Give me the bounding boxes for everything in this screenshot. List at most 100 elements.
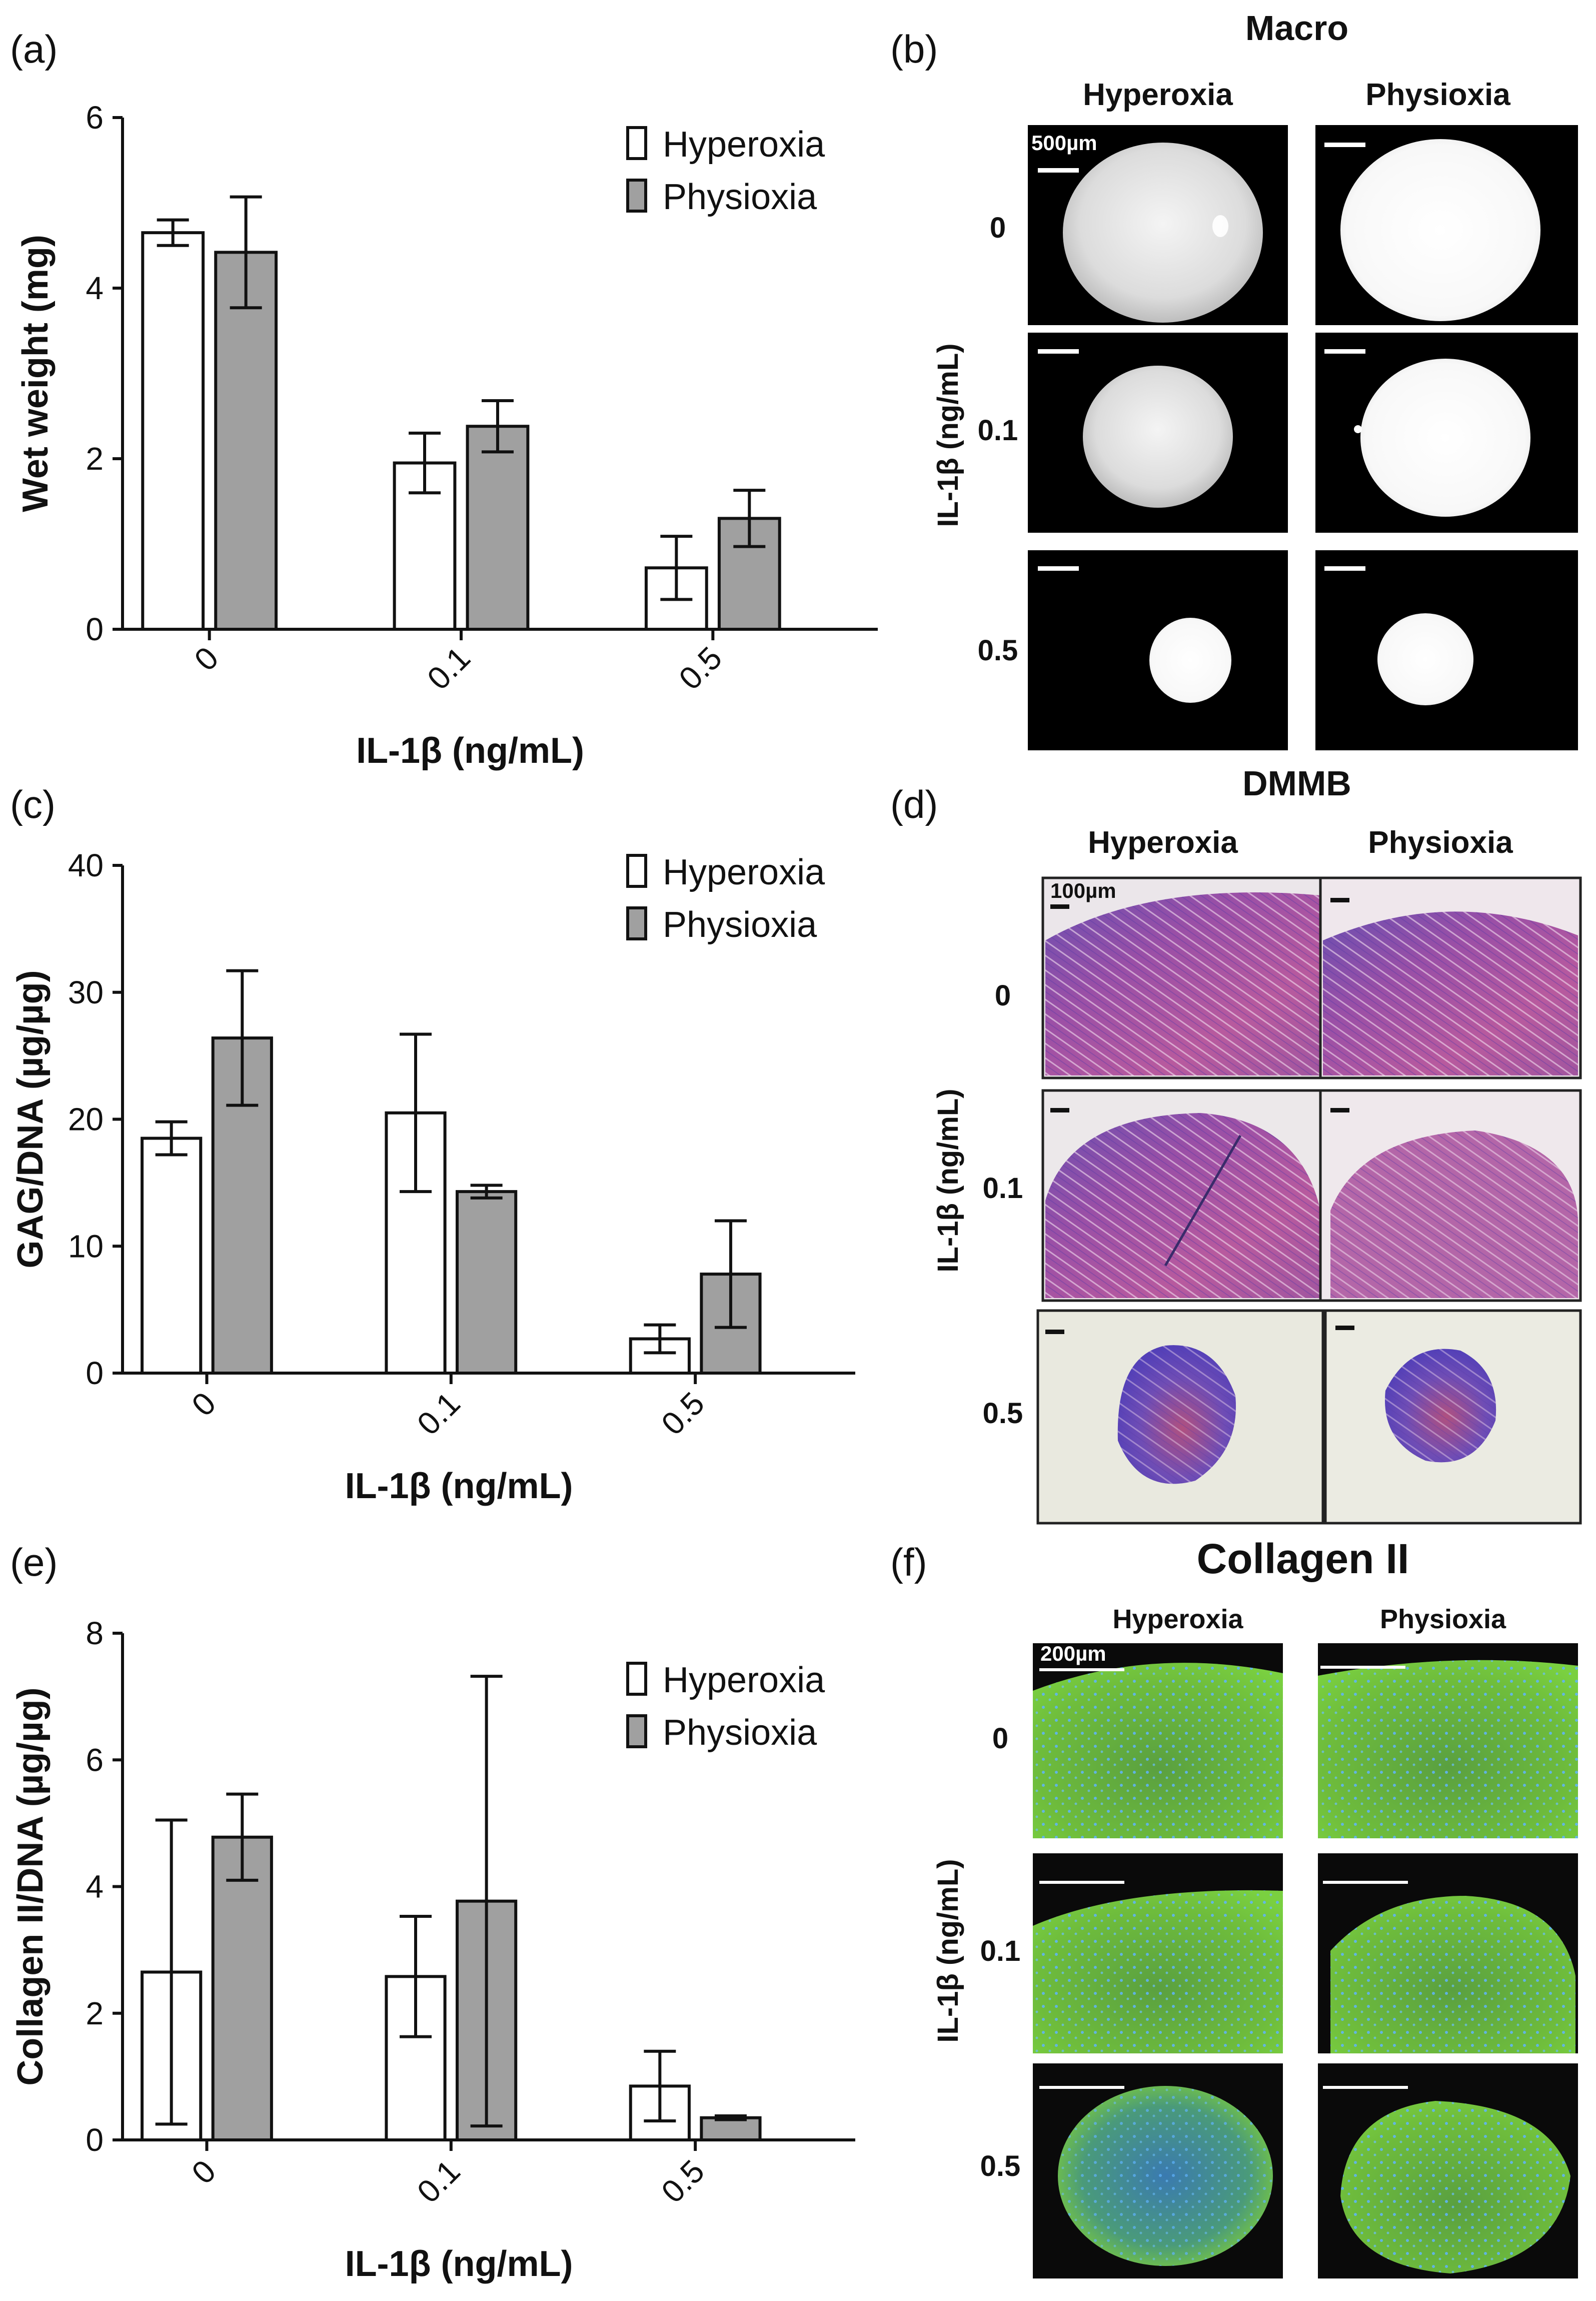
panel-label-d: (d) [890, 782, 938, 826]
micrograph-physioxia-0.1 [1318, 1853, 1578, 2053]
legend-swatch-physioxia [626, 906, 647, 940]
column-label-hyperoxia: Hyperoxia [1112, 1604, 1243, 1634]
legend-label-hyperoxia: Hyperoxia [663, 125, 825, 165]
micrograph-hyperoxia-0.1 [1041, 1089, 1324, 1302]
column-label-hyperoxia: Hyperoxia [1083, 78, 1233, 112]
micrograph-hyperoxia-0.1 [1028, 333, 1288, 533]
micrograph-physioxia-0.5 [1318, 2063, 1578, 2278]
y-tick-label: 10 [68, 1228, 104, 1264]
y-tick-label: 0 [86, 2122, 104, 2158]
row-label-0: 0 [995, 979, 1011, 1012]
micrograph-hyperoxia-0.1 [1033, 1853, 1283, 2053]
y-tick-label: 8 [86, 1615, 104, 1651]
panel-label-b: (b) [890, 27, 938, 71]
legend-label-physioxia: Physioxia [663, 905, 817, 945]
y-axis-label: Wet weight (mg) [16, 235, 56, 512]
x-tick-label: 0 [187, 640, 225, 678]
micrograph-hyperoxia-0.5 [1028, 550, 1288, 750]
legend-swatch-physioxia [626, 1714, 647, 1748]
x-tick-label: 0.1 [410, 2153, 467, 2210]
bar-chart-gag-dna: 0 10 20 30 40 GAG/DNA (µg/µg) IL-1β (ng/mL) 0 0.… [11, 847, 855, 1506]
panel-label-a: (a) [10, 27, 58, 71]
scale-bar-label: 500µm [1031, 131, 1097, 155]
legend-swatch-physioxia [626, 179, 647, 213]
x-tick-label: 0.5 [672, 640, 729, 697]
x-tick-label: 0.1 [410, 1385, 467, 1442]
y-axis-label: Collagen II/DNA (µg/µg) [11, 1687, 51, 2085]
row-label-0.5: 0.5 [980, 2150, 1021, 2182]
micrograph-physioxia-0 [1319, 876, 1582, 1079]
panel-label-f: (f) [890, 1540, 927, 1584]
micrograph-physioxia-0 [1318, 1643, 1578, 1838]
panel-label-e: (e) [10, 1540, 58, 1584]
legend-label-hyperoxia: Hyperoxia [663, 1660, 825, 1700]
row-label-0.1: 0.1 [980, 1935, 1021, 1967]
micrograph-hyperoxia-0: 100µm [1041, 876, 1324, 1079]
y-tick-label: 2 [86, 1995, 104, 2031]
micrograph-physioxia-0.5 [1324, 1309, 1582, 1525]
y-tick-label: 0 [86, 1355, 104, 1391]
x-tick-label: 0 [185, 2153, 223, 2191]
legend-swatch-hyperoxia [626, 126, 647, 160]
column-label-physioxia: Physioxia [1368, 825, 1513, 860]
scale-bar-label: 200µm [1040, 1642, 1106, 1665]
y-tick-label: 4 [86, 1869, 104, 1905]
micrograph-hyperoxia-0.5 [1033, 2063, 1283, 2278]
image-panel-title: Collagen II [1197, 1535, 1409, 1582]
bar-physioxia-0.1 [466, 425, 530, 631]
y-tick-label: 30 [68, 974, 104, 1010]
image-panel-macro: Macro Hyperoxia Physioxia IL-1β (ng/mL) … [932, 9, 1578, 750]
y-tick-label: 0 [86, 611, 104, 647]
row-label-0: 0 [992, 1722, 1008, 1755]
legend-swatch-hyperoxia [626, 1662, 647, 1696]
y-tick-label: 20 [68, 1101, 104, 1137]
row-label-0.1: 0.1 [978, 414, 1018, 447]
row-axis-label: IL-1β (ng/mL) [932, 1088, 964, 1272]
row-label-0: 0 [990, 212, 1006, 244]
column-label-hyperoxia: Hyperoxia [1088, 825, 1238, 860]
x-tick-label: 0 [185, 1385, 223, 1423]
legend-label-hyperoxia: Hyperoxia [663, 852, 825, 892]
x-tick-label: 0.1 [420, 640, 477, 697]
row-label-0.1: 0.1 [983, 1172, 1023, 1205]
y-tick-label: 6 [86, 100, 104, 136]
legend-label-physioxia: Physioxia [663, 1713, 817, 1753]
bar-hyperoxia-0 [141, 231, 205, 631]
panel-label-c: (c) [10, 782, 56, 826]
x-tick-label: 0.5 [654, 1385, 711, 1442]
x-axis-label: IL-1β (ng/mL) [356, 731, 584, 771]
bar-physioxia-0.5 [700, 2116, 762, 2141]
micrograph-hyperoxia-0.5 [1036, 1309, 1324, 1525]
row-axis-label: IL-1β (ng/mL) [932, 343, 964, 527]
bar-chart-wet-weight: 0 2 4 6 Wet weight (mg) IL-1β (ng/mL) 0 0.1 0.5 H… [16, 100, 878, 771]
y-tick-label: 40 [68, 847, 104, 883]
micrograph-hyperoxia-0: 500µm [1028, 125, 1288, 325]
image-panel-dmmb: DMMB Hyperoxia Physioxia IL-1β (ng/mL) 0… [932, 764, 1582, 1525]
x-axis-label: IL-1β (ng/mL) [345, 2244, 573, 2284]
x-axis-label: IL-1β (ng/mL) [345, 1466, 573, 1506]
legend-swatch-hyperoxia [626, 854, 647, 888]
bar-physioxia-0 [211, 1835, 273, 2141]
x-tick-label: 0.5 [654, 2153, 711, 2210]
micrograph-physioxia-0.1 [1315, 333, 1578, 533]
image-panel-title: Macro [1245, 9, 1348, 48]
bar-physioxia-0.1 [456, 1190, 518, 1375]
y-axis-label: GAG/DNA (µg/µg) [11, 970, 51, 1268]
legend-label-physioxia: Physioxia [663, 177, 817, 217]
bar-chart-collagen-dna: 0 2 4 6 8 Collagen II/DNA (µg/µg) IL-1β (ng/mL… [11, 1615, 855, 2284]
row-label-0.5: 0.5 [978, 634, 1018, 667]
bar-hyperoxia-0 [141, 1136, 203, 1375]
image-panel-title: DMMB [1242, 764, 1351, 803]
row-label-0.5: 0.5 [983, 1397, 1023, 1430]
micrograph-hyperoxia-0: 200µm [1033, 1642, 1283, 1838]
micrograph-physioxia-0 [1315, 125, 1578, 325]
y-tick-label: 2 [86, 441, 104, 477]
scale-bar-label: 100µm [1050, 879, 1116, 902]
column-label-physioxia: Physioxia [1365, 78, 1510, 112]
row-axis-label: IL-1β (ng/mL) [932, 1859, 964, 2042]
micrograph-physioxia-0.1 [1319, 1089, 1582, 1302]
image-panel-collagen: Collagen II Hyperoxia Physioxia IL-1β (n… [932, 1535, 1578, 2278]
y-tick-label: 6 [86, 1742, 104, 1778]
micrograph-physioxia-0.5 [1315, 550, 1578, 750]
